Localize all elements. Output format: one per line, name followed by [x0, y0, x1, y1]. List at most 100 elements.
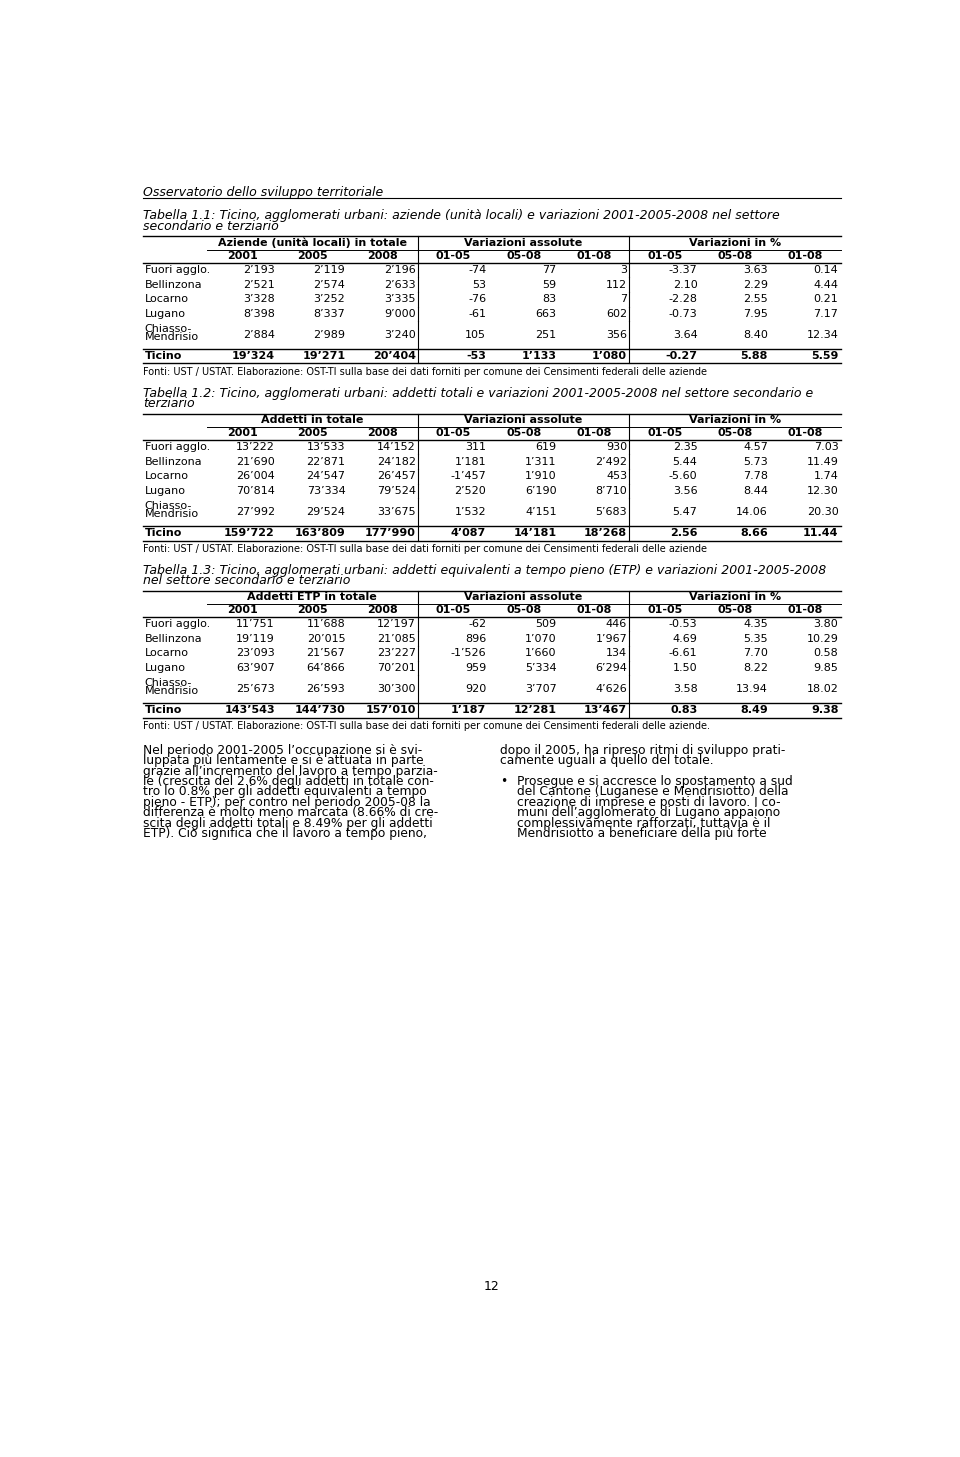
Text: -0.73: -0.73 — [669, 309, 698, 319]
Text: 2’193: 2’193 — [243, 265, 275, 275]
Text: Mendrisio: Mendrisio — [145, 686, 199, 696]
Text: 24’182: 24’182 — [376, 456, 416, 466]
Text: scita degli addetti totali e 8.49% per gli addetti: scita degli addetti totali e 8.49% per g… — [143, 816, 433, 829]
Text: 2.35: 2.35 — [673, 441, 698, 452]
Text: Mendrisiotto a beneficiare della più forte: Mendrisiotto a beneficiare della più for… — [516, 828, 766, 841]
Text: 1.74: 1.74 — [813, 471, 838, 481]
Text: Fonti: UST / USTAT. Elaborazione: OST-TI sulla base dei dati forniti per comune : Fonti: UST / USTAT. Elaborazione: OST-TI… — [143, 721, 710, 731]
Text: Locarno: Locarno — [145, 471, 189, 481]
Text: Fuori agglo.: Fuori agglo. — [145, 265, 210, 275]
Text: Prosegue e si accresce lo spostamento a sud: Prosegue e si accresce lo spostamento a … — [516, 775, 793, 788]
Text: 3’240: 3’240 — [384, 329, 416, 339]
Text: -1’526: -1’526 — [450, 648, 486, 659]
Text: •: • — [500, 775, 507, 788]
Text: 896: 896 — [465, 634, 486, 644]
Text: 12’197: 12’197 — [377, 619, 416, 629]
Text: 6’190: 6’190 — [525, 487, 557, 495]
Text: Variazioni assolute: Variazioni assolute — [465, 592, 583, 602]
Text: 05-08: 05-08 — [506, 428, 541, 439]
Text: Fonti: UST / USTAT. Elaborazione: OST-TI sulla base dei dati forniti per comune : Fonti: UST / USTAT. Elaborazione: OST-TI… — [143, 367, 708, 376]
Text: 8’710: 8’710 — [595, 487, 627, 495]
Text: 2’884: 2’884 — [243, 329, 275, 339]
Text: Aziende (unità locali) in totale: Aziende (unità locali) in totale — [218, 237, 407, 248]
Text: Lugano: Lugano — [145, 663, 186, 673]
Text: 70’814: 70’814 — [236, 487, 275, 495]
Text: 112: 112 — [606, 280, 627, 290]
Text: 24’547: 24’547 — [306, 471, 346, 481]
Text: dopo il 2005, ha ripreso ritmi di sviluppo prati-: dopo il 2005, ha ripreso ritmi di svilup… — [500, 745, 785, 756]
Text: Chiasso-: Chiasso- — [145, 501, 192, 511]
Text: 33’675: 33’675 — [377, 507, 416, 517]
Text: Fuori agglo.: Fuori agglo. — [145, 619, 210, 629]
Text: 2’633: 2’633 — [384, 280, 416, 290]
Text: 4.69: 4.69 — [673, 634, 698, 644]
Text: 1’660: 1’660 — [525, 648, 557, 659]
Text: 11’688: 11’688 — [306, 619, 346, 629]
Text: 8’398: 8’398 — [243, 309, 275, 319]
Text: 18’268: 18’268 — [584, 529, 627, 538]
Text: 311: 311 — [466, 441, 486, 452]
Text: 7.95: 7.95 — [743, 309, 768, 319]
Text: muni dell’agglomerato di Lugano appaiono: muni dell’agglomerato di Lugano appaiono — [516, 806, 780, 819]
Text: 1’967: 1’967 — [595, 634, 627, 644]
Text: 70’201: 70’201 — [377, 663, 416, 673]
Text: 11’751: 11’751 — [236, 619, 275, 629]
Text: 3’252: 3’252 — [314, 294, 346, 305]
Text: 8.49: 8.49 — [740, 705, 768, 715]
Text: 01-08: 01-08 — [577, 605, 612, 615]
Text: 2.29: 2.29 — [743, 280, 768, 290]
Text: Chiasso-: Chiasso- — [145, 325, 192, 334]
Text: -3.37: -3.37 — [669, 265, 698, 275]
Text: creazione di imprese e posti di lavoro. I co-: creazione di imprese e posti di lavoro. … — [516, 796, 780, 809]
Text: tro lo 0.8% per gli addetti equivalenti a tempo: tro lo 0.8% per gli addetti equivalenti … — [143, 785, 427, 798]
Text: 3’335: 3’335 — [384, 294, 416, 305]
Text: 2008: 2008 — [368, 605, 398, 615]
Text: 7.78: 7.78 — [743, 471, 768, 481]
Text: -74: -74 — [468, 265, 486, 275]
Text: 159’722: 159’722 — [225, 529, 275, 538]
Text: 5.73: 5.73 — [743, 456, 768, 466]
Text: 13.94: 13.94 — [736, 685, 768, 694]
Text: 2008: 2008 — [368, 428, 398, 439]
Text: 0.21: 0.21 — [814, 294, 838, 305]
Text: 01-05: 01-05 — [647, 428, 683, 439]
Text: -5.60: -5.60 — [669, 471, 698, 481]
Text: Tabella 1.3: Ticino, agglomerati urbani: addetti equivalenti a tempo pieno (ETP): Tabella 1.3: Ticino, agglomerati urbani:… — [143, 564, 827, 577]
Text: 2005: 2005 — [298, 605, 327, 615]
Text: 73’334: 73’334 — [306, 487, 346, 495]
Text: 2’574: 2’574 — [314, 280, 346, 290]
Text: 3.56: 3.56 — [673, 487, 698, 495]
Text: luppata più lentamente e si è attuata in parte: luppata più lentamente e si è attuata in… — [143, 755, 424, 768]
Text: Locarno: Locarno — [145, 294, 189, 305]
Text: 26’004: 26’004 — [236, 471, 275, 481]
Text: 9.85: 9.85 — [813, 663, 838, 673]
Text: 2001: 2001 — [227, 428, 257, 439]
Text: 1’311: 1’311 — [525, 456, 557, 466]
Text: 01-08: 01-08 — [577, 251, 612, 261]
Text: 4’087: 4’087 — [451, 529, 486, 538]
Text: 7.70: 7.70 — [743, 648, 768, 659]
Text: Bellinzona: Bellinzona — [145, 456, 203, 466]
Text: 12: 12 — [484, 1279, 500, 1292]
Text: Osservatorio dello sviluppo territoriale: Osservatorio dello sviluppo territoriale — [143, 186, 383, 200]
Text: 5.88: 5.88 — [740, 351, 768, 361]
Text: 2’492: 2’492 — [595, 456, 627, 466]
Text: 2.55: 2.55 — [743, 294, 768, 305]
Text: 7.03: 7.03 — [814, 441, 838, 452]
Text: grazie all’incremento del lavoro a tempo parzia-: grazie all’incremento del lavoro a tempo… — [143, 765, 438, 778]
Text: 5.47: 5.47 — [673, 507, 698, 517]
Text: 01-05: 01-05 — [647, 605, 683, 615]
Text: Locarno: Locarno — [145, 648, 189, 659]
Text: -0.53: -0.53 — [669, 619, 698, 629]
Text: 2001: 2001 — [227, 605, 257, 615]
Text: 3.80: 3.80 — [814, 619, 838, 629]
Text: 25’673: 25’673 — [236, 685, 275, 694]
Text: Ticino: Ticino — [145, 529, 182, 538]
Text: 1’070: 1’070 — [525, 634, 557, 644]
Text: 01-05: 01-05 — [436, 251, 471, 261]
Text: complessivamente rafforzati, tuttavia è il: complessivamente rafforzati, tuttavia è … — [516, 816, 770, 829]
Text: 2’520: 2’520 — [454, 487, 486, 495]
Text: 7.17: 7.17 — [813, 309, 838, 319]
Text: 251: 251 — [536, 329, 557, 339]
Text: Lugano: Lugano — [145, 487, 186, 495]
